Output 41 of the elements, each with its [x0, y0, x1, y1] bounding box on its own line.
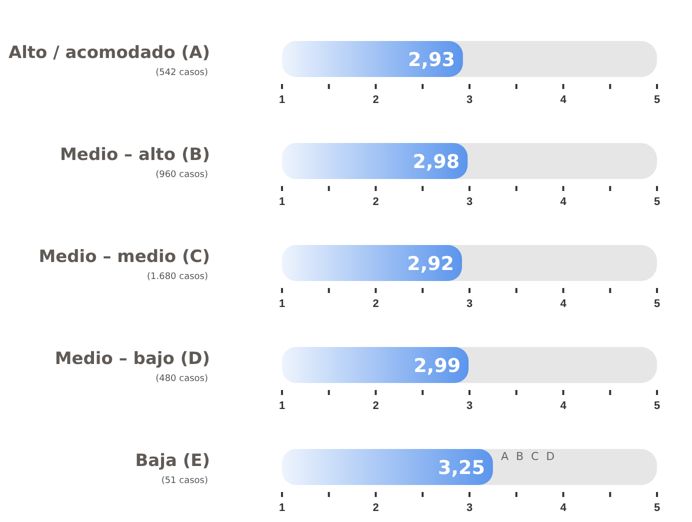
- text: (960 casos): [156, 170, 208, 180]
- data-label: 2,98: [412, 151, 460, 173]
- x-tick-label: 1: [278, 196, 286, 208]
- data-label: 2,99: [414, 355, 461, 377]
- x-tick-label: 5: [654, 94, 660, 106]
- x-tick-label: 5: [654, 196, 660, 208]
- data-label: 2,92: [407, 253, 454, 275]
- x-tick-label: 4: [560, 298, 568, 310]
- x-tick-label: 4: [560, 502, 568, 514]
- x-tick-label: 1: [278, 94, 286, 106]
- x-tick-label: 4: [560, 94, 568, 106]
- x-tick-label: 2: [372, 196, 379, 208]
- x-tick-label: 3: [466, 298, 473, 310]
- x-tick-label: 2: [372, 298, 379, 310]
- text: (1.680 casos): [147, 272, 208, 282]
- x-tick-label: 3: [466, 502, 473, 514]
- x-tick-label: 2: [372, 94, 379, 106]
- data-label: 2,93: [408, 49, 455, 71]
- x-tick-label: 1: [278, 502, 286, 514]
- x-tick-label: 5: [654, 502, 660, 514]
- x-tick-label: 4: [560, 400, 568, 412]
- x-tick-label: 1: [278, 400, 286, 412]
- text: (51 casos): [161, 476, 208, 486]
- y-tick-label: Medio – bajo (D): [54, 349, 210, 369]
- y-tick-label: Medio – alto (B): [60, 145, 210, 165]
- x-tick-label: 3: [466, 94, 473, 106]
- x-tick-label: 2: [372, 400, 379, 412]
- x-tick-label: 3: [466, 400, 473, 412]
- x-tick-label: 5: [654, 400, 660, 412]
- x-tick-label: 5: [654, 298, 660, 310]
- y-tick-label: Baja (E): [135, 451, 210, 471]
- data-label: 3,25: [438, 457, 485, 479]
- y-tick-label: Medio – medio (C): [38, 247, 210, 267]
- text: (542 casos): [156, 68, 208, 78]
- x-tick-label: 4: [560, 196, 568, 208]
- y-tick-label: Alto / acomodado (A): [8, 43, 210, 63]
- x-tick-label: 3: [466, 196, 473, 208]
- text: (480 casos): [156, 374, 208, 384]
- x-tick-label: 2: [372, 502, 379, 514]
- x-tick-label: 1: [278, 298, 286, 310]
- annotation: A B C D: [500, 450, 557, 463]
